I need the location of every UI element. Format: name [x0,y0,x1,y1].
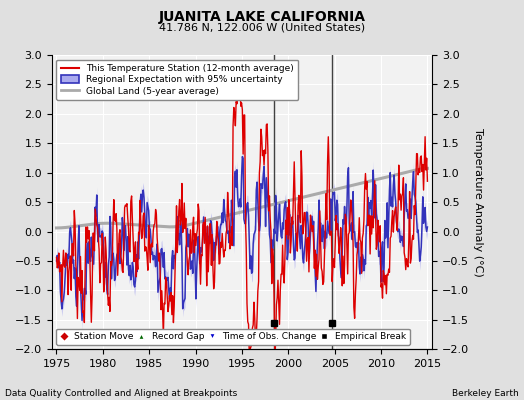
Text: Berkeley Earth: Berkeley Earth [452,389,519,398]
Text: 41.786 N, 122.006 W (United States): 41.786 N, 122.006 W (United States) [159,22,365,32]
Text: JUANITA LAKE CALIFORNIA: JUANITA LAKE CALIFORNIA [158,10,366,24]
Text: Data Quality Controlled and Aligned at Breakpoints: Data Quality Controlled and Aligned at B… [5,389,237,398]
Y-axis label: Temperature Anomaly (°C): Temperature Anomaly (°C) [473,128,483,276]
Legend: Station Move, Record Gap, Time of Obs. Change, Empirical Break: Station Move, Record Gap, Time of Obs. C… [57,328,410,345]
